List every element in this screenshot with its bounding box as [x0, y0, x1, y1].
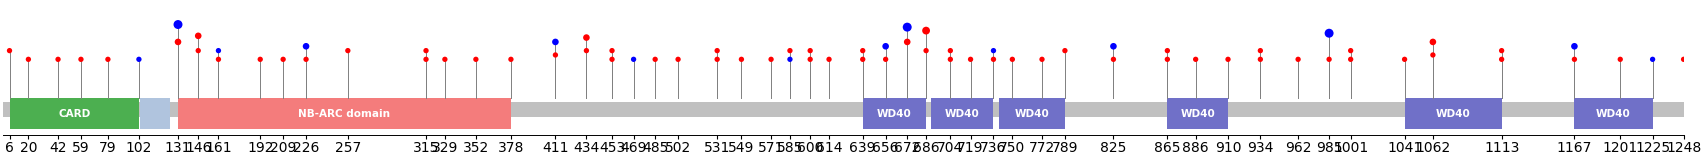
- Point: [980, 49, 1007, 52]
- Point: [1315, 32, 1343, 35]
- Point: [68, 58, 95, 61]
- FancyBboxPatch shape: [1574, 98, 1653, 129]
- Point: [184, 49, 211, 52]
- Point: [1419, 54, 1447, 56]
- Point: [849, 49, 876, 52]
- Text: WD40: WD40: [878, 109, 912, 119]
- Point: [1099, 58, 1126, 61]
- Point: [598, 58, 625, 61]
- Point: [1488, 58, 1515, 61]
- FancyBboxPatch shape: [177, 98, 511, 129]
- Point: [1561, 58, 1588, 61]
- Point: [999, 58, 1026, 61]
- Point: [893, 41, 920, 43]
- Text: WD40: WD40: [1436, 109, 1471, 119]
- Point: [1561, 45, 1588, 48]
- FancyBboxPatch shape: [1167, 98, 1229, 129]
- Point: [573, 36, 600, 39]
- Point: [872, 45, 900, 48]
- FancyBboxPatch shape: [10, 98, 140, 129]
- Point: [958, 58, 985, 61]
- Point: [728, 58, 755, 61]
- Point: [1639, 58, 1667, 61]
- Text: CARD: CARD: [58, 109, 90, 119]
- Point: [980, 58, 1007, 61]
- Text: WD40: WD40: [946, 109, 980, 119]
- Text: WD40: WD40: [1181, 109, 1215, 119]
- Point: [816, 58, 843, 61]
- Point: [796, 58, 823, 61]
- Text: WD40: WD40: [1597, 109, 1631, 119]
- Point: [1670, 58, 1697, 61]
- Point: [293, 45, 320, 48]
- FancyBboxPatch shape: [1404, 98, 1501, 129]
- Point: [912, 29, 939, 32]
- Point: [849, 58, 876, 61]
- Point: [893, 26, 920, 28]
- Point: [94, 58, 121, 61]
- Point: [1419, 41, 1447, 43]
- Point: [0, 49, 24, 52]
- Point: [204, 49, 232, 52]
- Point: [777, 58, 804, 61]
- Point: [641, 58, 668, 61]
- Point: [704, 49, 731, 52]
- FancyBboxPatch shape: [862, 98, 925, 129]
- FancyBboxPatch shape: [3, 102, 1684, 118]
- Point: [598, 49, 625, 52]
- Point: [431, 58, 458, 61]
- Point: [872, 58, 900, 61]
- Point: [164, 41, 191, 43]
- Point: [542, 41, 569, 43]
- Point: [620, 58, 648, 61]
- Point: [1051, 49, 1079, 52]
- Point: [44, 58, 72, 61]
- Point: [796, 49, 823, 52]
- Point: [1029, 58, 1056, 61]
- Point: [1154, 58, 1181, 61]
- Point: [937, 49, 964, 52]
- Point: [184, 35, 211, 37]
- Point: [247, 58, 274, 61]
- Point: [293, 58, 320, 61]
- Point: [573, 49, 600, 52]
- Point: [15, 58, 43, 61]
- Point: [334, 49, 361, 52]
- Point: [412, 49, 440, 52]
- Point: [1285, 58, 1312, 61]
- Point: [1607, 58, 1634, 61]
- Point: [269, 58, 296, 61]
- FancyBboxPatch shape: [932, 98, 993, 129]
- Point: [1390, 58, 1418, 61]
- Point: [498, 58, 525, 61]
- Point: [912, 49, 939, 52]
- FancyBboxPatch shape: [140, 98, 170, 129]
- Point: [777, 49, 804, 52]
- Point: [1247, 49, 1275, 52]
- Point: [665, 58, 692, 61]
- Point: [164, 23, 191, 26]
- Point: [462, 58, 489, 61]
- Point: [204, 58, 232, 61]
- Point: [758, 58, 786, 61]
- Point: [126, 58, 153, 61]
- Point: [542, 54, 569, 56]
- Point: [1488, 49, 1515, 52]
- Point: [1338, 49, 1365, 52]
- Point: [1099, 45, 1126, 48]
- Point: [1338, 58, 1365, 61]
- Point: [937, 58, 964, 61]
- Point: [1215, 58, 1242, 61]
- Point: [704, 58, 731, 61]
- FancyBboxPatch shape: [999, 98, 1065, 129]
- Point: [1183, 58, 1210, 61]
- Point: [412, 58, 440, 61]
- Point: [1247, 58, 1275, 61]
- Text: NB-ARC domain: NB-ARC domain: [298, 109, 390, 119]
- Point: [1154, 49, 1181, 52]
- Text: WD40: WD40: [1014, 109, 1050, 119]
- Point: [1315, 58, 1343, 61]
